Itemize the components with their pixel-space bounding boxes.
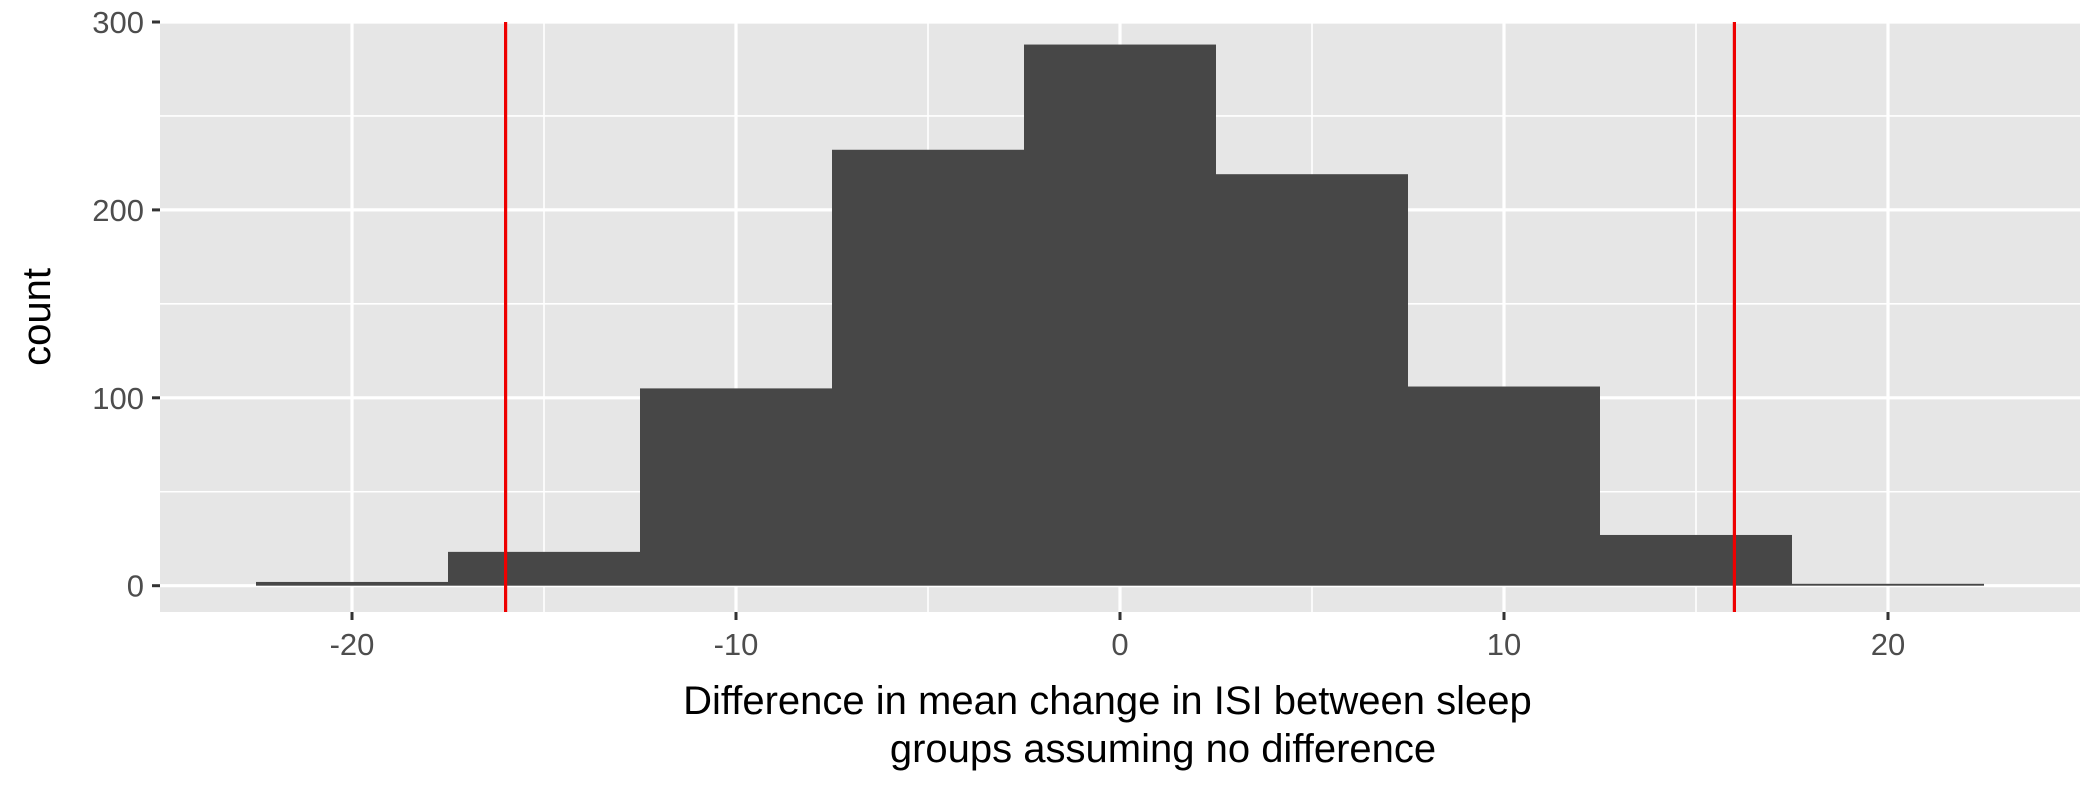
histogram-bar <box>1216 174 1408 586</box>
x-axis: -20 -10 0 10 20 <box>330 612 1905 662</box>
histogram-bars <box>256 44 1984 586</box>
histogram-bar <box>1024 44 1216 586</box>
histogram-bar <box>256 581 448 586</box>
histogram-bar <box>640 388 832 586</box>
x-tick-label: -20 <box>330 627 375 662</box>
histogram-bar <box>832 149 1024 586</box>
y-tick-label: 0 <box>127 569 144 604</box>
reference-lines <box>504 22 1737 612</box>
x-tick-label: 20 <box>1871 627 1905 662</box>
y-tick-label: 100 <box>92 381 144 416</box>
y-tick-label: 300 <box>92 5 144 40</box>
x-tick-label: 0 <box>1111 627 1128 662</box>
x-axis-title-line-1: Difference in mean change in ISI between… <box>683 679 1532 723</box>
histogram-bar <box>1408 386 1600 586</box>
histogram-bar <box>448 551 640 586</box>
histogram-bar <box>1600 534 1792 586</box>
x-tick-label: 10 <box>1487 627 1521 662</box>
y-axis-title: count <box>15 268 59 366</box>
histogram-bar <box>1792 583 1984 586</box>
x-axis-title: Difference in mean change in ISI between… <box>683 679 1543 771</box>
y-tick-label: 200 <box>92 193 144 228</box>
x-axis-title-line-2: groups assuming no difference <box>890 727 1436 771</box>
x-tick-label: -10 <box>714 627 759 662</box>
y-axis: 0 100 200 300 <box>92 5 160 604</box>
